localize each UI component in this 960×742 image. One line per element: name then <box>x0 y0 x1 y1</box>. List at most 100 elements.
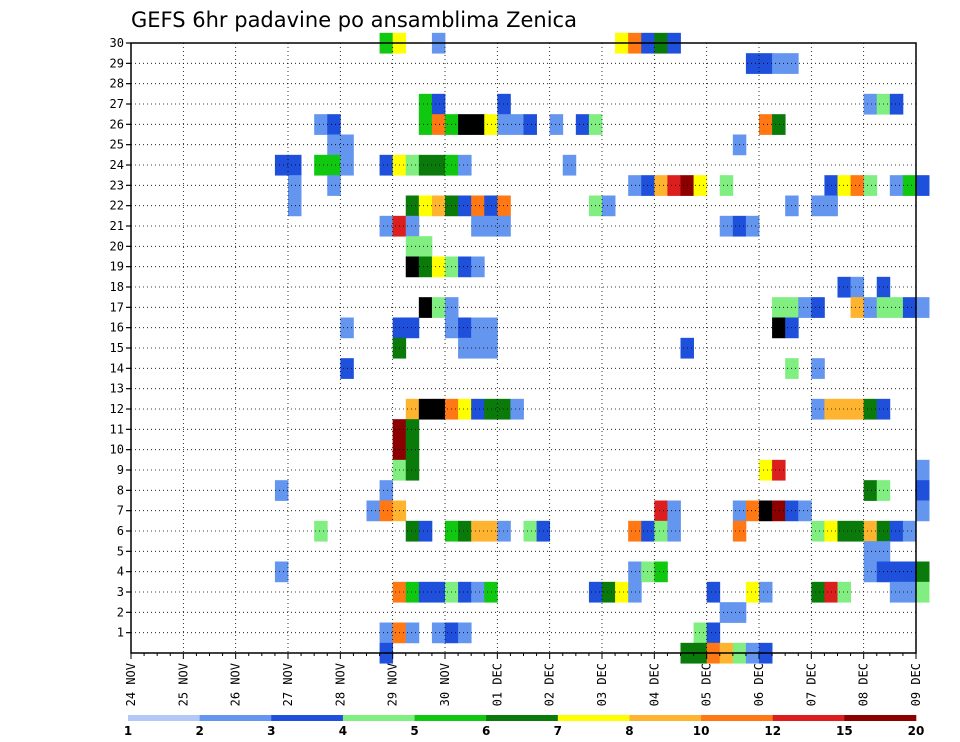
heatmap-cell <box>471 256 485 278</box>
heatmap-cell <box>562 154 577 176</box>
colorbar-swatch <box>271 715 344 721</box>
heatmap-cell <box>575 114 590 135</box>
heatmap-cell <box>405 439 420 461</box>
heatmap-cell <box>902 175 917 196</box>
heatmap-cell <box>615 581 629 603</box>
heatmap-cell <box>889 581 904 603</box>
heatmap-cell <box>628 175 642 196</box>
colorbar-swatch <box>128 715 200 721</box>
heatmap-cell <box>458 154 472 176</box>
y-tick-label: 6 <box>117 524 124 538</box>
y-tick-label: 20 <box>110 239 124 253</box>
heatmap-cell <box>889 561 904 583</box>
heatmap-cell <box>863 520 878 542</box>
heatmap-cell <box>458 398 472 420</box>
heatmap-cell <box>759 500 773 522</box>
heatmap-cell <box>759 581 773 603</box>
heatmap-cell <box>405 520 420 542</box>
heatmap-cell <box>916 297 930 318</box>
heatmap-cell <box>706 622 721 644</box>
heatmap-cell <box>745 215 760 237</box>
heatmap-cell <box>274 154 289 176</box>
colorbar-label: 4 <box>339 724 347 738</box>
heatmap-cell <box>458 337 472 359</box>
heatmap-cell <box>471 398 485 420</box>
heatmap-cell <box>484 195 498 217</box>
heatmap-cell <box>379 622 394 644</box>
heatmap-cell <box>667 175 681 196</box>
x-tick-label: 09 DEC <box>909 663 923 706</box>
heatmap-cell <box>654 500 668 522</box>
y-tick-label: 22 <box>110 199 124 213</box>
colorbar-swatch <box>772 715 845 721</box>
heatmap-cell <box>314 520 328 542</box>
colorbar-label: 2 <box>195 724 203 738</box>
heatmap-cell <box>510 114 524 135</box>
heatmap-cell <box>431 581 446 603</box>
heatmap-cell <box>379 154 394 176</box>
y-tick-label: 9 <box>117 463 124 477</box>
heatmap-cell <box>745 500 760 522</box>
heatmap-cell <box>693 622 708 644</box>
heatmap-cell <box>837 276 851 298</box>
heatmap-cell <box>497 93 511 115</box>
heatmap-cell <box>405 317 420 339</box>
heatmap-cell <box>484 317 498 339</box>
heatmap-cell <box>602 195 616 217</box>
heatmap-cell <box>772 114 786 135</box>
heatmap-cell <box>471 195 485 217</box>
heatmap-cell <box>418 236 433 257</box>
heatmap-cell <box>889 520 904 542</box>
heatmap-cell <box>366 500 380 522</box>
heatmap-cell <box>863 297 878 318</box>
heatmap-cell <box>916 175 930 196</box>
heatmap-cell <box>523 114 537 135</box>
heatmap-cell <box>458 317 472 339</box>
y-tick-label: 16 <box>110 321 124 335</box>
heatmap-cell <box>719 602 734 623</box>
heatmap-cell <box>772 297 786 318</box>
heatmap-cell <box>798 297 812 318</box>
heatmap-cell <box>745 53 760 74</box>
heatmap-cell <box>772 53 786 74</box>
heatmap-cell <box>327 134 341 156</box>
heatmap-cell <box>850 520 865 542</box>
heatmap-cell <box>431 195 446 217</box>
heatmap-cell <box>418 114 433 135</box>
heatmap-cell <box>759 53 773 74</box>
colorbar-label: 5 <box>410 724 418 738</box>
heatmap-cell <box>458 256 472 278</box>
heatmap-cell <box>772 500 786 522</box>
heatmap-cell <box>902 297 917 318</box>
y-tick-label: 21 <box>110 219 124 233</box>
heatmap-cell <box>405 256 420 278</box>
heatmap-cell <box>484 337 498 359</box>
heatmap-cell <box>902 581 917 603</box>
heatmap-cell <box>471 581 485 603</box>
heatmap-cell <box>667 520 681 542</box>
heatmap-cell <box>628 520 642 542</box>
x-tick-label: 07 DEC <box>804 663 818 706</box>
heatmap-cell <box>418 256 433 278</box>
heatmap-cell <box>274 480 289 501</box>
heatmap-cell <box>837 398 851 420</box>
y-tick-label: 10 <box>110 443 124 457</box>
y-tick-label: 29 <box>110 56 124 70</box>
y-tick-label: 13 <box>110 382 124 396</box>
heatmap-cell <box>471 337 485 359</box>
heatmap-cell <box>549 114 564 135</box>
heatmap-cell <box>759 459 773 481</box>
heatmap-cell <box>602 581 616 603</box>
heatmap-cell <box>916 480 930 501</box>
heatmap-cell <box>497 520 511 542</box>
heatmap-cell <box>471 520 485 542</box>
heatmap-cell <box>719 175 734 196</box>
heatmap-cell <box>706 581 721 603</box>
heatmap-cell <box>418 581 433 603</box>
heatmap-cell <box>327 154 341 176</box>
x-tick-label: 24 NOV <box>124 663 138 706</box>
heatmap-cell <box>889 297 904 318</box>
heatmap-cell <box>628 561 642 583</box>
heatmap-cell <box>850 276 865 298</box>
